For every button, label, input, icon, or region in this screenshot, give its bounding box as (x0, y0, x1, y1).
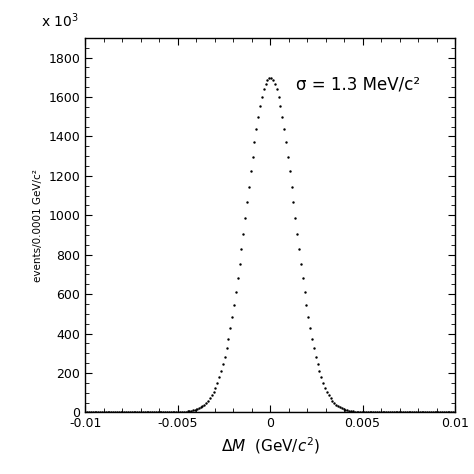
X-axis label: $\Delta M$  (GeV/$c^2$): $\Delta M$ (GeV/$c^2$) (221, 436, 319, 456)
Y-axis label: events/0.0001 GeV/c²: events/0.0001 GeV/c² (33, 169, 43, 282)
Text: x 10$^3$: x 10$^3$ (41, 12, 79, 30)
Text: σ = 1.3 MeV/c²: σ = 1.3 MeV/c² (296, 75, 420, 93)
